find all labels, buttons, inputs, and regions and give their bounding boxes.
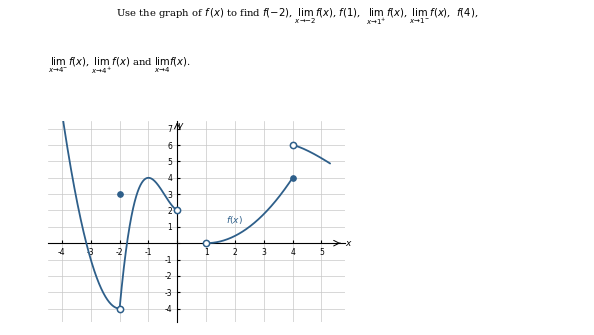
Text: $x$: $x$ — [345, 239, 352, 248]
Text: Use the graph of $f\,(x)$ to find $f(-2)$, $\lim_{x\to-2} f(x)$, $f(1)$,  $\lim_: Use the graph of $f\,(x)$ to find $f(-2)… — [116, 7, 478, 27]
Text: $\lim_{x\to4^-} f(x)$, $\lim_{x\to4^+} f(x)$ and $\lim_{x\to4} f(x)$.: $\lim_{x\to4^-} f(x)$, $\lim_{x\to4^+} f… — [48, 55, 191, 75]
Text: $y$: $y$ — [177, 121, 185, 132]
Text: $f(x)$: $f(x)$ — [226, 214, 243, 226]
